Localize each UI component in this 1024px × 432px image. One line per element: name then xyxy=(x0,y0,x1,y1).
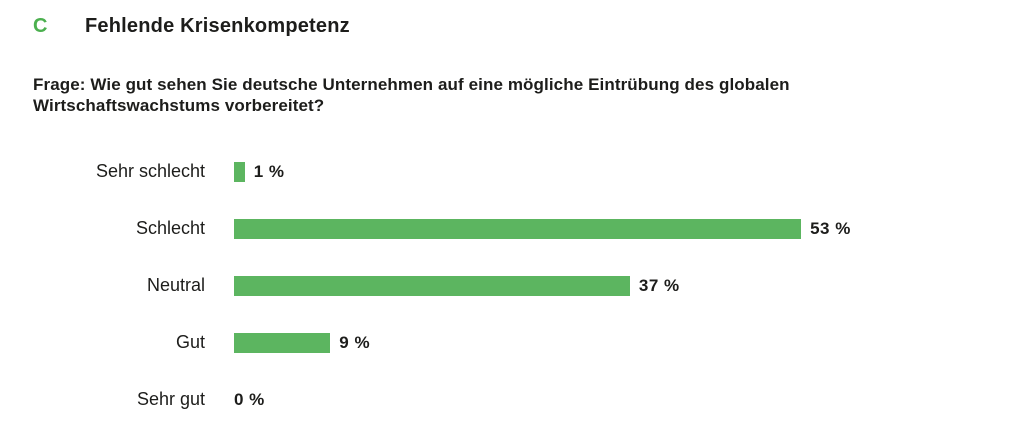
value-label: 0 % xyxy=(234,389,265,409)
bar xyxy=(234,218,802,239)
bar xyxy=(234,275,630,296)
bar-track: 0 % xyxy=(234,390,1024,410)
bar-track: 1 % xyxy=(234,161,1024,182)
category-label: Schlecht xyxy=(135,218,205,238)
bar-row-gut: Gut 9 % xyxy=(0,314,1024,371)
chart-header: C Fehlende Krisenkompetenz xyxy=(0,0,1024,38)
bar-track: 37 % xyxy=(234,275,1024,296)
bar-track: 53 % xyxy=(234,218,1024,239)
chart-title: Fehlende Krisenkompetenz xyxy=(85,15,350,37)
category-label: Gut xyxy=(175,332,205,352)
bar xyxy=(234,332,331,353)
category-label: Sehr gut xyxy=(136,389,205,409)
value-label: 1 % xyxy=(253,161,285,181)
bar-track: 9 % xyxy=(234,332,1024,353)
bar-row-sehr-gut: Sehr gut 0 % xyxy=(0,371,1024,428)
bar-row-neutral: Neutral 37 % xyxy=(0,257,1024,314)
bar-row-sehr-schlecht: Sehr schlecht 1 % xyxy=(0,143,1024,200)
value-label: 9 % xyxy=(339,332,371,352)
bar-row-schlecht: Schlecht 53 % xyxy=(0,200,1024,257)
category-label: Neutral xyxy=(146,275,205,295)
bar xyxy=(234,161,245,182)
value-label: 53 % xyxy=(810,218,851,238)
value-label: 37 % xyxy=(638,275,680,295)
bar-chart: Sehr schlecht 1 % Schlecht 53 % Neutral … xyxy=(0,143,1024,428)
survey-question: Frage: Wie gut sehen Sie deutsche Untern… xyxy=(33,75,790,115)
section-marker: C xyxy=(33,15,48,37)
category-label: Sehr schlecht xyxy=(95,161,205,181)
